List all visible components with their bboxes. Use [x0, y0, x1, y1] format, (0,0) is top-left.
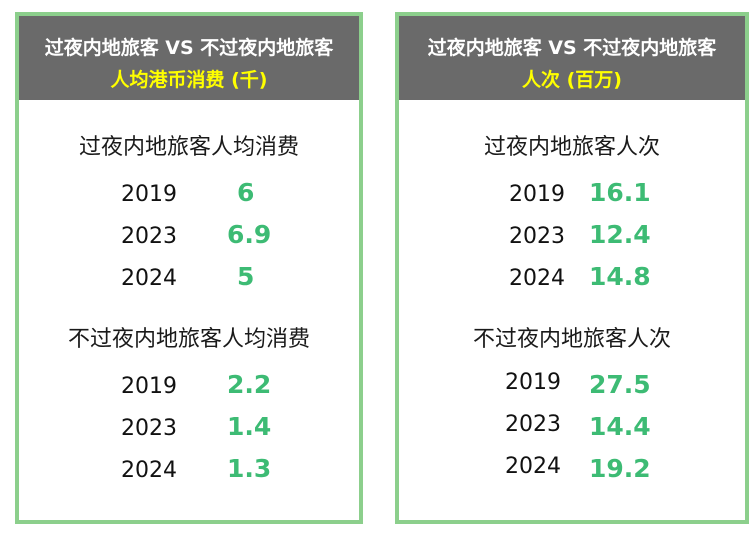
spending-panel: 过夜内地旅客 VS 不过夜内地旅客 人均港币消费 (千) 过夜内地旅客人均消费 …	[15, 12, 363, 524]
year-label: 2024	[505, 454, 561, 479]
year-label: 2019	[509, 182, 565, 207]
same-day-section-title: 不过夜内地旅客人均消费	[67, 327, 310, 352]
year-label: 2023	[121, 224, 177, 249]
stat-value: 6.9	[227, 220, 272, 249]
stat-value: 16.1	[589, 178, 651, 207]
stat-row: 2019 6	[19, 178, 359, 212]
stat-value: 12.4	[589, 220, 651, 249]
stat-row: 2019 27.5	[399, 370, 745, 404]
stat-row: 2019 2.2	[19, 370, 359, 404]
stat-row: 2024 14.8	[399, 262, 745, 296]
stat-value: 5	[237, 262, 255, 291]
stat-row: 2023 14.4	[399, 412, 745, 446]
same-day-section-title: 不过夜内地旅客人次	[472, 327, 671, 352]
year-label: 2024	[121, 458, 177, 483]
visitors-panel: 过夜内地旅客 VS 不过夜内地旅客 人次 (百万) 过夜内地旅客人次 2019 …	[395, 12, 749, 524]
stat-value: 2.2	[227, 370, 272, 399]
stat-value: 6	[237, 178, 255, 207]
stat-value: 19.2	[589, 454, 651, 483]
header-subtitle: 人次 (百万)	[522, 69, 622, 91]
stat-value: 1.4	[227, 412, 272, 441]
header-title: 过夜内地旅客 VS 不过夜内地旅客	[44, 37, 334, 59]
header-subtitle: 人均港币消费 (千)	[110, 69, 268, 91]
stat-row: 2023 12.4	[399, 220, 745, 254]
panel-header: 过夜内地旅客 VS 不过夜内地旅客 人均港币消费 (千)	[19, 16, 359, 100]
stat-row: 2023 6.9	[19, 220, 359, 254]
stat-row: 2023 1.4	[19, 412, 359, 446]
year-label: 2023	[121, 416, 177, 441]
year-label: 2019	[121, 182, 177, 207]
header-title: 过夜内地旅客 VS 不过夜内地旅客	[427, 37, 717, 59]
stat-value: 14.4	[589, 412, 651, 441]
stat-value: 14.8	[589, 262, 651, 291]
year-label: 2023	[509, 224, 565, 249]
stat-value: 1.3	[227, 454, 272, 483]
stat-row: 2024 1.3	[19, 454, 359, 488]
year-label: 2019	[505, 370, 561, 395]
stat-row: 2024 5	[19, 262, 359, 296]
stat-value: 27.5	[589, 370, 651, 399]
year-label: 2024	[509, 266, 565, 291]
overnight-section-title: 过夜内地旅客人次	[483, 135, 660, 160]
panel-header: 过夜内地旅客 VS 不过夜内地旅客 人次 (百万)	[399, 16, 745, 100]
overnight-section-title: 过夜内地旅客人均消费	[78, 135, 299, 160]
stat-row: 2019 16.1	[399, 178, 745, 212]
year-label: 2023	[505, 412, 561, 437]
stat-row: 2024 19.2	[399, 454, 745, 488]
year-label: 2024	[121, 266, 177, 291]
year-label: 2019	[121, 374, 177, 399]
